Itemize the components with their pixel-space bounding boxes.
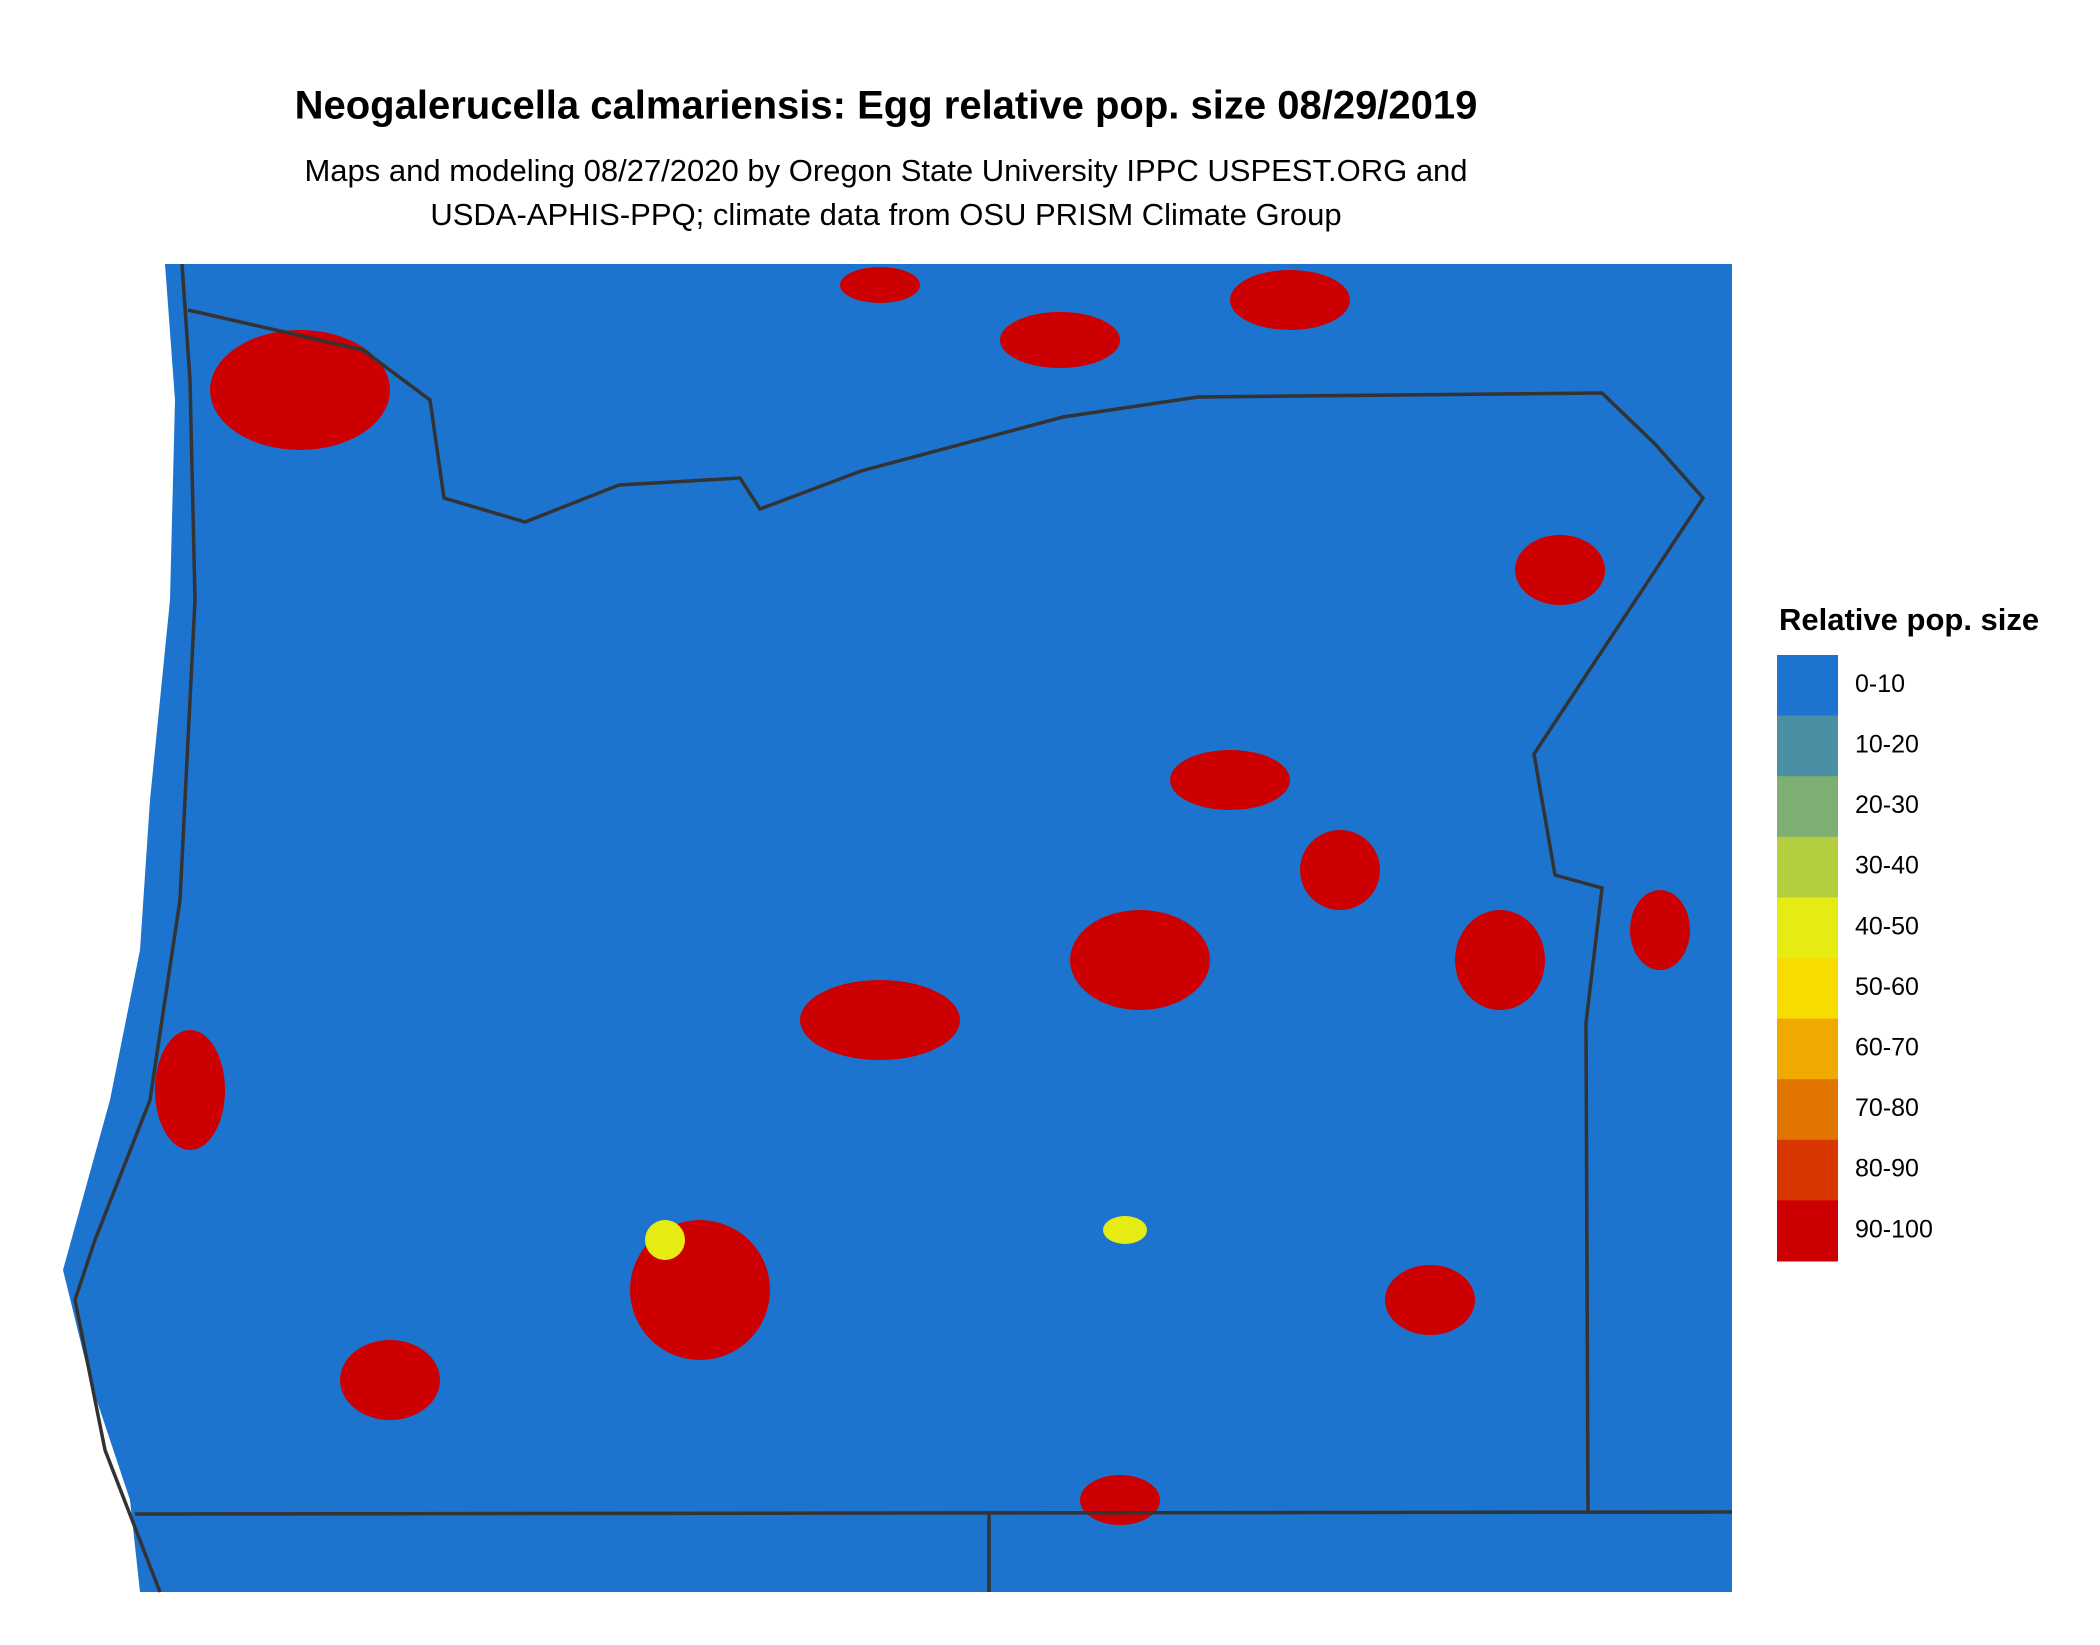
state-boundary <box>134 1510 1733 1516</box>
state-boundary <box>187 308 1706 1513</box>
legend-label: 40-50 <box>1855 912 1919 940</box>
legend-label: 0-10 <box>1855 670 1905 698</box>
map-title: Neogalerucella calmariensis: Egg relativ… <box>295 84 1478 128</box>
legend-label: 50-60 <box>1855 973 1919 1001</box>
legend-label: 20-30 <box>1855 791 1919 819</box>
legend-swatch <box>1777 836 1838 898</box>
legend-swatch <box>1777 1018 1838 1080</box>
raster-map <box>63 263 1733 1593</box>
legend-swatch <box>1777 776 1838 838</box>
map-background <box>63 264 1732 1592</box>
legend-swatch <box>1777 897 1838 959</box>
legend-swatch <box>1777 958 1838 1020</box>
map-subtitle: USDA-APHIS-PPQ; climate data from OSU PR… <box>430 197 1341 232</box>
hotspots <box>155 267 1690 1525</box>
legend-swatch <box>1777 715 1838 777</box>
legend-label: 10-20 <box>1855 731 1919 759</box>
legend-label: 90-100 <box>1855 1215 1933 1243</box>
legend-label: 30-40 <box>1855 852 1919 880</box>
legend-label: 70-80 <box>1855 1094 1919 1122</box>
legend-title: Relative pop. size <box>1779 602 2039 637</box>
coastline <box>73 263 197 1593</box>
legend-swatch <box>1777 1200 1838 1262</box>
legend-label: 80-90 <box>1855 1155 1919 1183</box>
legend: Relative pop. size 0-10 10-20 20-30 30-40 40… <box>1777 602 2039 1262</box>
legend-swatch <box>1777 655 1838 717</box>
map-subtitle: Maps and modeling 08/27/2020 by Oregon S… <box>304 153 1467 188</box>
legend-swatch <box>1777 1079 1838 1141</box>
legend-swatch <box>1777 1139 1838 1201</box>
legend-label: 60-70 <box>1855 1034 1919 1062</box>
